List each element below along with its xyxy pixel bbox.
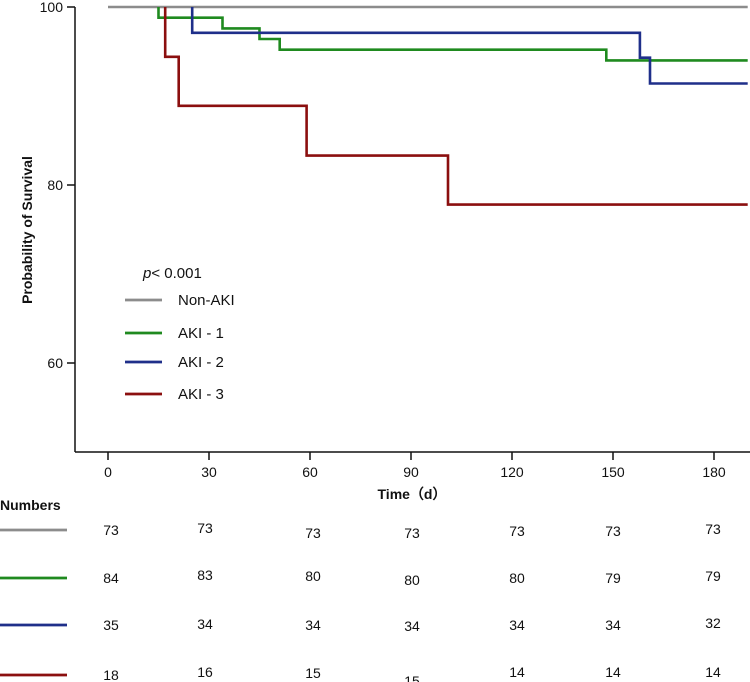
risk-table-title: Numbers (0, 497, 61, 513)
risk-count: 83 (197, 567, 213, 583)
risk-count: 32 (705, 615, 721, 631)
curve-aki-3 (163, 7, 748, 206)
risk-count: 34 (605, 617, 621, 633)
curve-aki-1 (157, 7, 748, 62)
p-value-annotation: p< 0.001 (142, 265, 202, 282)
risk-count: 73 (509, 523, 525, 539)
y-axis-title: Probability of Survival (19, 156, 35, 304)
risk-table: 73 73 73 73 73 73 73 84 83 80 80 80 79 79 35 34 34 34 34 34… (0, 520, 721, 682)
risk-count: 73 (404, 525, 420, 541)
risk-count: 80 (305, 568, 321, 584)
legend-label: AKI - 1 (178, 325, 224, 342)
survival-curves (108, 5, 748, 206)
risk-count: 73 (103, 522, 119, 538)
risk-count: 15 (305, 665, 321, 681)
x-tick-label: 120 (500, 464, 524, 480)
risk-count: 79 (605, 570, 621, 586)
curve-aki-2 (190, 7, 748, 85)
risk-count: 34 (509, 617, 525, 633)
x-tick-label: 0 (104, 464, 112, 480)
y-tick-label: 100 (40, 0, 64, 15)
risk-count: 73 (605, 523, 621, 539)
risk-count: 73 (705, 521, 721, 537)
legend: Non-AKI AKI - 1 AKI - 2 AKI - 3 (125, 292, 235, 403)
risk-count: 73 (197, 520, 213, 536)
risk-count: 35 (103, 617, 119, 633)
risk-count: 14 (509, 664, 525, 680)
x-tick-label: 150 (601, 464, 625, 480)
risk-count: 14 (705, 664, 721, 680)
risk-count: 15 (404, 673, 420, 682)
y-tick-label: 80 (47, 177, 63, 193)
legend-label: Non-AKI (178, 292, 235, 309)
x-tick-label: 60 (302, 464, 318, 480)
risk-count: 34 (404, 618, 420, 634)
risk-count: 73 (305, 525, 321, 541)
p-symbol: p (142, 265, 151, 282)
legend-label: AKI - 2 (178, 354, 224, 371)
x-axis-title: Time（d） (378, 486, 447, 502)
risk-count: 79 (705, 568, 721, 584)
x-tick-label: 30 (201, 464, 217, 480)
risk-count: 16 (197, 664, 213, 680)
legend-label: AKI - 3 (178, 386, 224, 403)
x-tick-label: 180 (702, 464, 726, 480)
risk-count: 34 (305, 617, 321, 633)
y-tick-label: 60 (47, 355, 63, 371)
risk-count: 18 (103, 667, 119, 682)
risk-count: 84 (103, 570, 119, 586)
p-text: < 0.001 (151, 265, 201, 282)
risk-count: 80 (509, 570, 525, 586)
risk-count: 34 (197, 616, 213, 632)
y-axis-ticks: 60 80 100 (40, 0, 75, 371)
x-tick-label: 90 (403, 464, 419, 480)
risk-count: 80 (404, 572, 420, 588)
risk-count: 14 (605, 664, 621, 680)
x-axis-ticks: 0 30 60 90 120 150 180 (104, 452, 726, 480)
